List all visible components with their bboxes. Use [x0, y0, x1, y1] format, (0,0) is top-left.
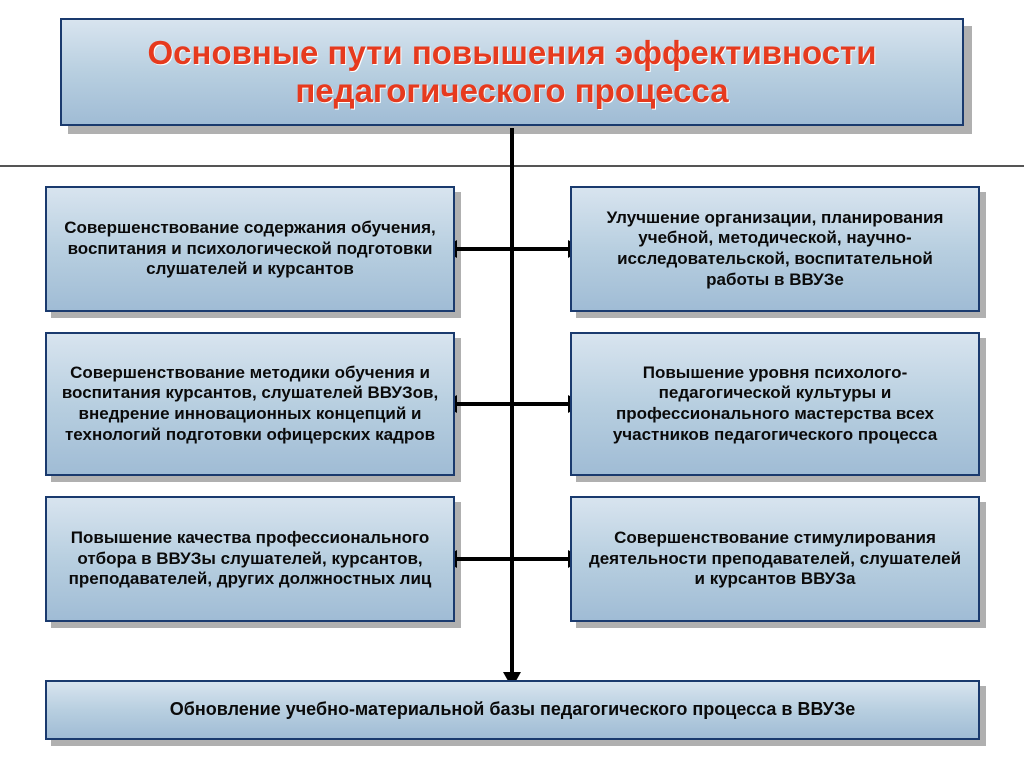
- node-bottom: Обновление учебно-материальной базы педа…: [45, 680, 980, 740]
- title-box: Основные пути повышения эффективности пе…: [60, 18, 964, 126]
- node-text: Повышение качества профессионального отб…: [61, 528, 439, 590]
- node-text: Обновление учебно-материальной базы педа…: [170, 699, 856, 721]
- connector-row2: [455, 402, 570, 406]
- node-text: Повышение уровня психолого-педагогическо…: [586, 363, 964, 446]
- node-text: Совершенствование стимулирования деятель…: [586, 528, 964, 590]
- node-right-3: Совершенствование стимулирования деятель…: [570, 496, 980, 622]
- node-left-3: Повышение качества профессионального отб…: [45, 496, 455, 622]
- node-text: Совершенствование содержания обучения, в…: [61, 218, 439, 280]
- connector-row1: [455, 247, 570, 251]
- node-text: Улучшение организации, планирования учеб…: [586, 208, 964, 291]
- connector-row3: [455, 557, 570, 561]
- node-left-2: Совершенствование методики обучения и во…: [45, 332, 455, 476]
- node-right-1: Улучшение организации, планирования учеб…: [570, 186, 980, 312]
- node-right-2: Повышение уровня психолого-педагогическо…: [570, 332, 980, 476]
- diagram-title: Основные пути повышения эффективности пе…: [82, 34, 942, 110]
- node-left-1: Совершенствование содержания обучения, в…: [45, 186, 455, 312]
- node-text: Совершенствование методики обучения и во…: [61, 363, 439, 446]
